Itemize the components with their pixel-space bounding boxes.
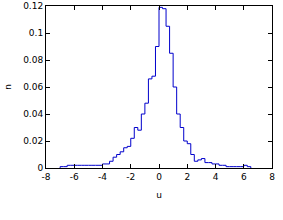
svg-text:-2: -2	[126, 172, 135, 182]
svg-text:0: 0	[37, 163, 43, 173]
svg-text:0.1: 0.1	[29, 28, 43, 38]
svg-text:0.08: 0.08	[23, 55, 43, 65]
svg-text:0.04: 0.04	[23, 109, 43, 119]
svg-text:n: n	[3, 84, 13, 90]
svg-text:2: 2	[184, 172, 190, 182]
svg-text:4: 4	[213, 172, 219, 182]
svg-text:0: 0	[156, 172, 162, 182]
svg-text:0.12: 0.12	[23, 1, 43, 11]
svg-text:0.02: 0.02	[23, 136, 43, 146]
svg-text:-4: -4	[98, 172, 107, 182]
svg-text:0.06: 0.06	[23, 82, 43, 92]
svg-text:-8: -8	[42, 172, 51, 182]
svg-text:8: 8	[269, 172, 275, 182]
svg-text:6: 6	[241, 172, 247, 182]
svg-text:u: u	[156, 190, 162, 200]
svg-text:-6: -6	[70, 172, 79, 182]
